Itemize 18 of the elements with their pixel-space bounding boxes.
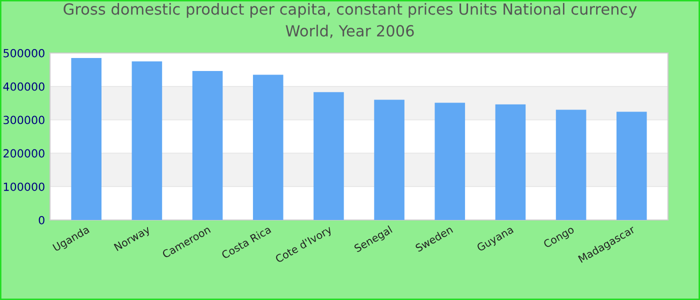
chart-title: Gross domestic product per capita, constant prices Units National currency World, Year 2006 [64,3,637,38]
bar [132,61,162,220]
bar [434,102,466,220]
bar [252,74,284,220]
bar [374,100,404,220]
bar [556,110,586,220]
bar [314,92,344,220]
bar [71,58,102,220]
bar [495,104,526,220]
x-tick-label: Costa Rica [220,225,272,260]
bar [616,112,647,220]
y-tick-label: 0 [38,216,44,224]
bar [192,71,223,220]
y-tick-label: 300000 [4,116,44,124]
y-tick-label: 100000 [4,182,44,191]
y-tick-label: 400000 [3,82,44,91]
y-tick-label: 500000 [4,48,44,58]
y-tick-label: 200000 [4,149,44,158]
